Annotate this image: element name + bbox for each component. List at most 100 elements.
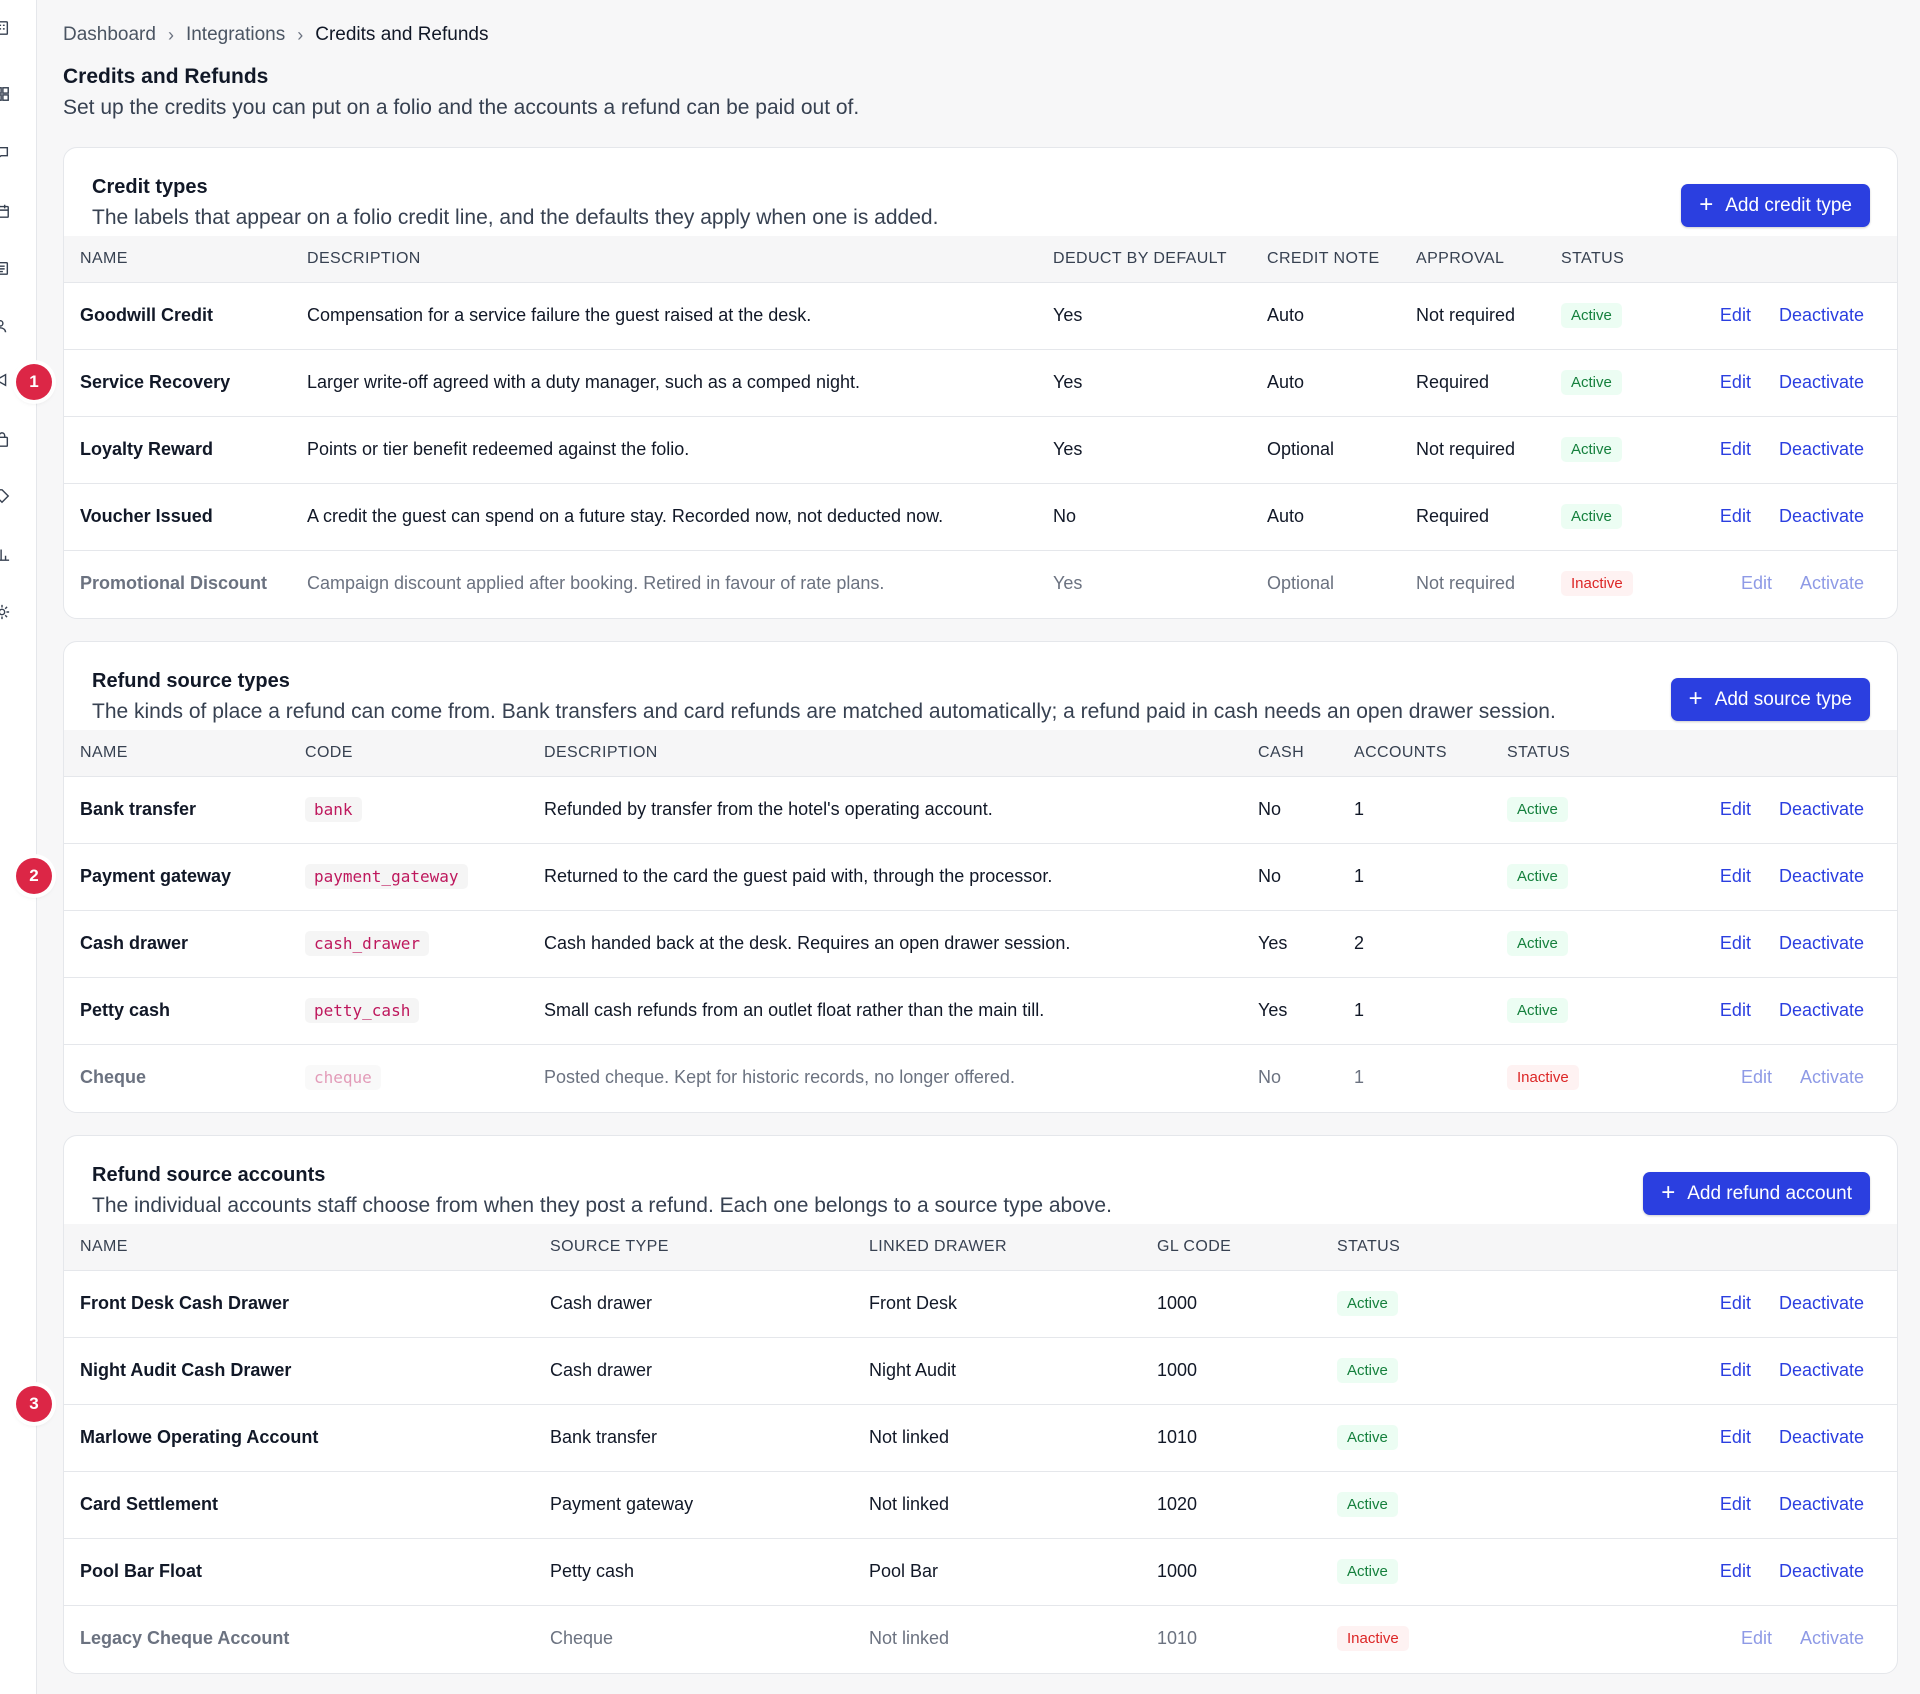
column-header: NAME [80,743,128,761]
breadcrumb-dashboard[interactable]: Dashboard [63,24,156,45]
column-header: STATUS [1337,1237,1401,1255]
status-badge: Active [1337,1492,1398,1517]
calendar-icon[interactable] [0,203,10,219]
gear-icon[interactable] [0,604,10,620]
deactivate-link[interactable]: Deactivate [1778,1494,1864,1514]
column-header: DESCRIPTION [544,743,658,761]
approval: Not required [1416,305,1516,325]
column-header: GL CODE [1157,1237,1232,1255]
column-header-actions [1651,730,1897,776]
status-badge: Active [1337,1425,1398,1450]
add-refund-account-button[interactable]: + Add refund account [1643,1172,1870,1215]
users-icon[interactable] [0,318,10,334]
gl-code: 1000 [1157,1293,1198,1313]
account-name: Night Audit Cash Drawer [80,1360,292,1380]
linked-drawer: Not linked [869,1494,950,1514]
breadcrumb-integrations[interactable]: Integrations [185,24,286,45]
cash-value: No [1258,866,1282,886]
deactivate-link[interactable]: Deactivate [1778,305,1864,325]
edit-link[interactable]: Edit [1719,799,1751,819]
column-header: STATUS [1561,249,1625,267]
megaphone-icon[interactable] [0,372,10,388]
activate-link[interactable]: Activate [1799,1628,1864,1649]
status-badge: Active [1337,1291,1398,1316]
source-type-code: cash_drawer [305,931,429,956]
deactivate-link[interactable]: Deactivate [1778,1427,1864,1447]
gl-code: 1000 [1157,1360,1198,1380]
deactivate-link[interactable]: Deactivate [1778,372,1864,392]
clipboard-icon[interactable] [0,260,10,276]
deactivate-link[interactable]: Deactivate [1778,506,1864,526]
deactivate-link[interactable]: Deactivate [1778,866,1864,886]
status-badge: Active [1337,1358,1398,1383]
linked-drawer: Pool Bar [869,1561,939,1581]
edit-link[interactable]: Edit [1740,1067,1772,1088]
source-type-name: Payment gateway [80,866,232,886]
activate-link[interactable]: Activate [1799,1067,1864,1088]
edit-link[interactable]: Edit [1740,1628,1772,1649]
edit-link[interactable]: Edit [1719,305,1751,325]
approval: Not required [1416,439,1516,459]
edit-link[interactable]: Edit [1719,1494,1751,1514]
deactivate-link[interactable]: Deactivate [1778,439,1864,459]
breadcrumb-current: Credits and Refunds [315,24,489,45]
column-header: CODE [305,743,353,761]
deduct-by-default: Yes [1053,573,1083,594]
edit-link[interactable]: Edit [1719,1561,1751,1581]
edit-link[interactable]: Edit [1719,1360,1751,1380]
edit-link[interactable]: Edit [1719,1000,1751,1020]
status-badge: Active [1507,864,1568,889]
column-header-actions [1521,1224,1897,1270]
accounts-count: 1 [1354,1067,1365,1088]
deactivate-link[interactable]: Deactivate [1778,1561,1864,1581]
credit-type-description: Points or tier benefit redeemed against … [307,439,690,459]
activate-link[interactable]: Activate [1799,573,1864,594]
add-source-type-button[interactable]: + Add source type [1670,678,1870,721]
deduct-by-default: No [1053,506,1077,526]
source-type: Cash drawer [550,1360,653,1380]
building-icon[interactable] [0,20,10,36]
table-row: Front Desk Cash Drawer Cash drawer Front… [64,1270,1897,1337]
status-badge: Active [1507,998,1568,1023]
tag-icon[interactable] [0,488,10,504]
accounts-count: 2 [1354,933,1365,953]
edit-link[interactable]: Edit [1719,1427,1751,1447]
bar-chart-icon[interactable] [0,546,10,562]
accounts-count: 1 [1354,1000,1365,1020]
add-credit-type-label: Add credit type [1725,194,1852,216]
table-row: Cash drawer cash_drawer Cash handed back… [64,910,1897,977]
table-header: NAME CODE DESCRIPTION CASH ACCOUNTS STAT… [64,730,1897,776]
edit-link[interactable]: Edit [1719,506,1751,526]
plus-icon: + [1661,1178,1676,1206]
credit-types-description: The labels that appear on a folio credit… [92,206,939,229]
edit-link[interactable]: Edit [1719,372,1751,392]
deduct-by-default: Yes [1053,439,1083,459]
deactivate-link[interactable]: Deactivate [1778,1000,1864,1020]
edit-link[interactable]: Edit [1719,866,1751,886]
column-header: CASH [1258,743,1305,761]
edit-link[interactable]: Edit [1719,933,1751,953]
credit-type-name: Goodwill Credit [80,305,213,325]
linked-drawer: Front Desk [869,1293,958,1313]
source-types-table: NAME CODE DESCRIPTION CASH ACCOUNTS STAT… [64,730,1897,1111]
layout-grid-icon[interactable] [0,86,10,102]
credit-note: Auto [1267,372,1305,392]
column-header: ACCOUNTS [1354,743,1447,761]
table-row: Goodwill Credit Compensation for a servi… [64,282,1897,349]
column-header: SOURCE TYPE [550,1237,669,1255]
deactivate-link[interactable]: Deactivate [1778,799,1864,819]
bag-icon[interactable] [0,432,10,448]
deactivate-link[interactable]: Deactivate [1778,1360,1864,1380]
gl-code: 1010 [1157,1628,1198,1649]
cash-value: Yes [1258,1000,1288,1020]
edit-link[interactable]: Edit [1740,573,1772,594]
deactivate-link[interactable]: Deactivate [1778,1293,1864,1313]
edit-link[interactable]: Edit [1719,439,1751,459]
deactivate-link[interactable]: Deactivate [1778,933,1864,953]
chat-icon[interactable] [0,145,10,161]
edit-link[interactable]: Edit [1719,1293,1751,1313]
table-row: Payment gateway payment_gateway Returned… [64,843,1897,910]
add-credit-type-button[interactable]: + Add credit type [1681,184,1870,227]
table-row: Cheque cheque Posted cheque. Kept for hi… [64,1044,1897,1111]
source-type-description: Posted cheque. Kept for historic records… [544,1067,1015,1088]
